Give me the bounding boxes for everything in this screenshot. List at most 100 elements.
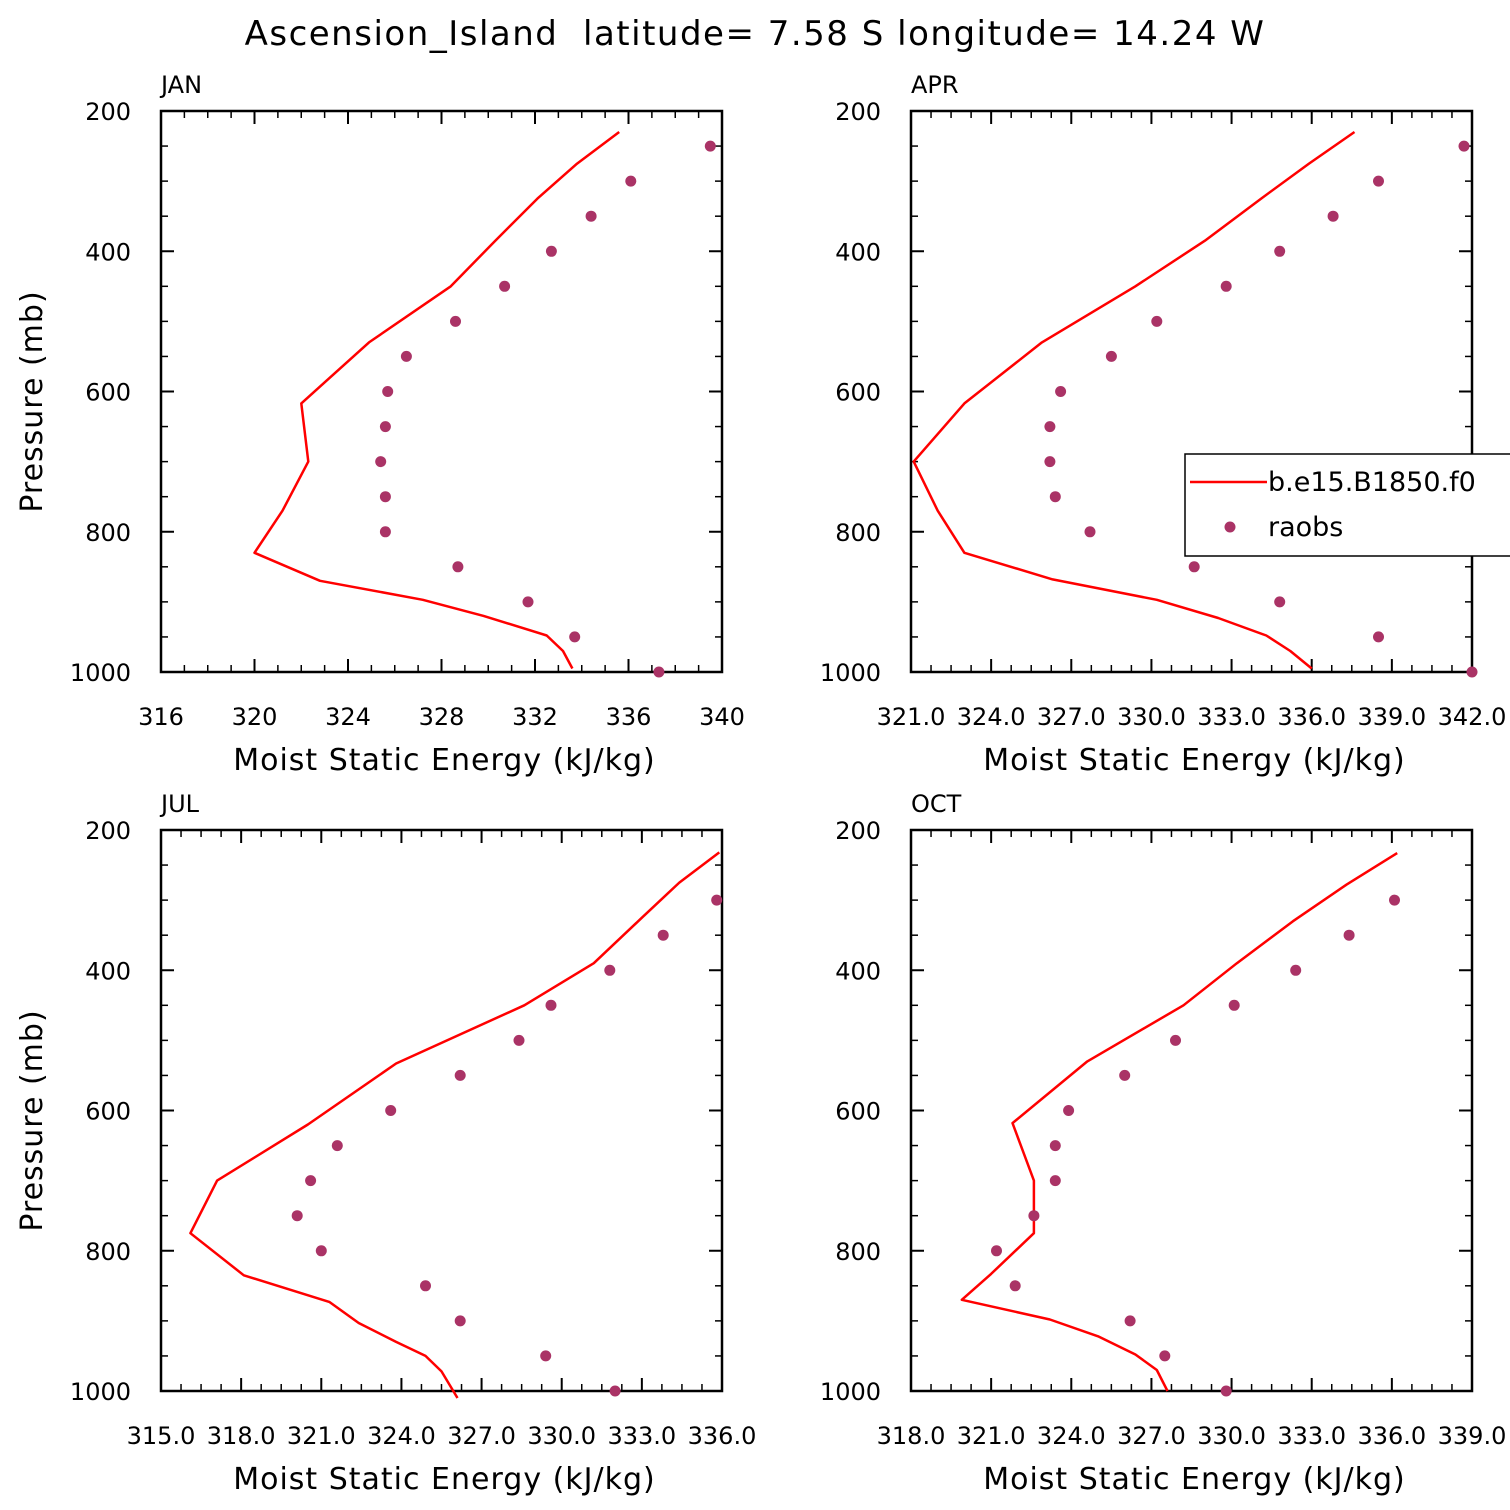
x-tick-label: 328 <box>419 703 465 731</box>
raobs-point <box>452 561 464 573</box>
raobs-point <box>1044 456 1056 468</box>
raobs-point <box>379 491 391 503</box>
raobs-point <box>1220 1385 1232 1397</box>
raobs-point <box>450 315 461 327</box>
y-tick-label: 400 <box>835 238 881 266</box>
raobs-point <box>1274 596 1286 608</box>
y-tick-label: 1000 <box>70 659 131 687</box>
y-tick-label: 1000 <box>820 659 881 687</box>
raobs-point <box>1119 1069 1131 1081</box>
x-tick-label: 336.0 <box>1277 703 1346 731</box>
raobs-point <box>711 894 723 906</box>
raobs-point <box>1389 894 1400 906</box>
raobs-point <box>1290 964 1302 976</box>
raobs-point <box>385 1105 397 1116</box>
x-tick-label: 330.0 <box>1197 1422 1266 1450</box>
raobs-point <box>1343 929 1355 941</box>
plot-frame <box>159 109 724 674</box>
x-axis-label: Moist Static Energy (kJ/kg) <box>983 743 1406 778</box>
x-tick-label: 327.0 <box>1037 703 1106 731</box>
y-tick-label: 200 <box>835 98 881 126</box>
y-tick-label: 800 <box>85 519 131 547</box>
raobs-point <box>604 964 616 976</box>
raobs-point <box>1373 631 1384 643</box>
raobs-point <box>545 245 557 257</box>
x-tick-label: 333.0 <box>1197 703 1266 731</box>
model-line <box>189 851 721 1399</box>
raobs-point <box>1105 350 1117 362</box>
y-tick-label: 600 <box>85 379 131 407</box>
raobs-point <box>315 1245 327 1257</box>
raobs-point <box>657 929 669 941</box>
y-tick-label: 200 <box>85 98 131 126</box>
plot-frame <box>909 109 1474 674</box>
raobs-point <box>653 666 665 678</box>
raobs-point <box>379 526 391 538</box>
panel-label: APR <box>911 71 959 99</box>
y-tick-label: 600 <box>835 379 881 407</box>
y-axis-label: Pressure (mb) <box>15 1009 50 1231</box>
raobs-point <box>540 1350 552 1362</box>
legend-box <box>1184 453 1510 557</box>
raobs-point <box>1170 1034 1181 1046</box>
panel-jul: JUL 315.0 318.0 321.0 324.0 327.0 330.0 333.0 33… <box>15 790 756 1497</box>
raobs-point <box>382 386 394 397</box>
y-tick-label: 200 <box>85 817 131 845</box>
raobs-point <box>1055 386 1067 397</box>
raobs-point <box>1159 1350 1171 1362</box>
raobs-point <box>1327 210 1339 222</box>
raobs-point <box>1466 666 1478 678</box>
x-tick-label: 320 <box>232 703 278 731</box>
legend-marker-swatch <box>1224 521 1236 533</box>
raobs-point <box>400 350 412 362</box>
x-tick-label: 339.0 <box>1438 1422 1507 1450</box>
y-tick-label: 800 <box>835 519 881 547</box>
raobs-point <box>704 140 716 152</box>
legend-obs-label: raobs <box>1268 512 1343 543</box>
raobs-point <box>609 1385 621 1397</box>
raobs-point <box>1188 561 1200 573</box>
raobs-point <box>1028 1210 1040 1222</box>
raobs-point <box>1458 140 1470 152</box>
y-tick-label: 400 <box>85 957 131 985</box>
x-axis-label: Moist Static Energy (kJ/kg) <box>233 1462 656 1497</box>
x-tick-label: 336 <box>606 703 652 731</box>
raobs-point <box>513 1034 525 1046</box>
x-tick-label: 318.0 <box>207 1422 276 1450</box>
y-tick-label: 1000 <box>820 1378 881 1406</box>
panels: JAN 316 320 324 328 332 336 340 200 400 600 800 1000… <box>15 71 1506 1497</box>
raobs-point <box>1124 1315 1136 1327</box>
raobs-point <box>1151 315 1163 327</box>
raobs-point <box>291 1210 303 1222</box>
x-tick-label: 333.0 <box>1277 1422 1346 1450</box>
x-tick-label: 330.0 <box>1117 703 1186 731</box>
y-tick-label: 600 <box>835 1098 881 1126</box>
plot-frame <box>159 828 724 1393</box>
raobs-point <box>375 456 387 468</box>
raobs-point <box>585 210 597 222</box>
y-tick-label: 1000 <box>70 1378 131 1406</box>
y-tick-label: 800 <box>85 1238 131 1266</box>
x-tick-label: 315.0 <box>127 1422 196 1450</box>
panel-jan: JAN 316 320 324 328 332 336 340 200 400 600 800 1000… <box>15 71 745 778</box>
x-tick-label: 342.0 <box>1438 703 1507 731</box>
x-tick-label: 332 <box>512 703 558 731</box>
x-tick-label: 333.0 <box>607 1422 676 1450</box>
raobs-point <box>1274 245 1286 257</box>
x-axis-label: Moist Static Energy (kJ/kg) <box>233 743 656 778</box>
x-tick-label: 340 <box>699 703 745 731</box>
x-tick-label: 327.0 <box>1117 1422 1186 1450</box>
raobs-point <box>1220 280 1232 292</box>
x-tick-label: 321.0 <box>287 1422 356 1450</box>
model-line <box>253 131 620 670</box>
raobs-point <box>331 1140 343 1152</box>
x-tick-label: 324 <box>325 703 371 731</box>
raobs-point <box>454 1069 466 1081</box>
panel-label: OCT <box>911 790 962 818</box>
y-tick-label: 400 <box>85 238 131 266</box>
raobs-point <box>1049 1140 1061 1152</box>
y-tick-label: 800 <box>835 1238 881 1266</box>
raobs-point <box>305 1175 317 1187</box>
raobs-point <box>454 1315 466 1327</box>
